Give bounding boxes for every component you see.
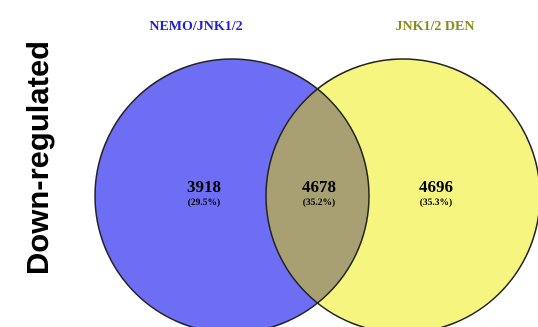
only-a-percent: (29.5%) (188, 197, 220, 208)
set-b-outline (265, 58, 538, 327)
set-a-title: NEMO/JNK1/2 (149, 19, 242, 34)
only-b-count: 4696 (419, 177, 453, 196)
side-label: Down-regulated (20, 41, 55, 275)
set-a-outline (94, 58, 370, 327)
overlap-count: 4678 (302, 177, 336, 196)
overlap-percent: (35.2%) (303, 197, 335, 208)
overlap-region (266, 59, 369, 327)
only-a-count: 3918 (187, 177, 221, 196)
only-b-percent: (35.3%) (420, 197, 452, 208)
set-b-title: JNK1/2 DEN (396, 19, 475, 34)
